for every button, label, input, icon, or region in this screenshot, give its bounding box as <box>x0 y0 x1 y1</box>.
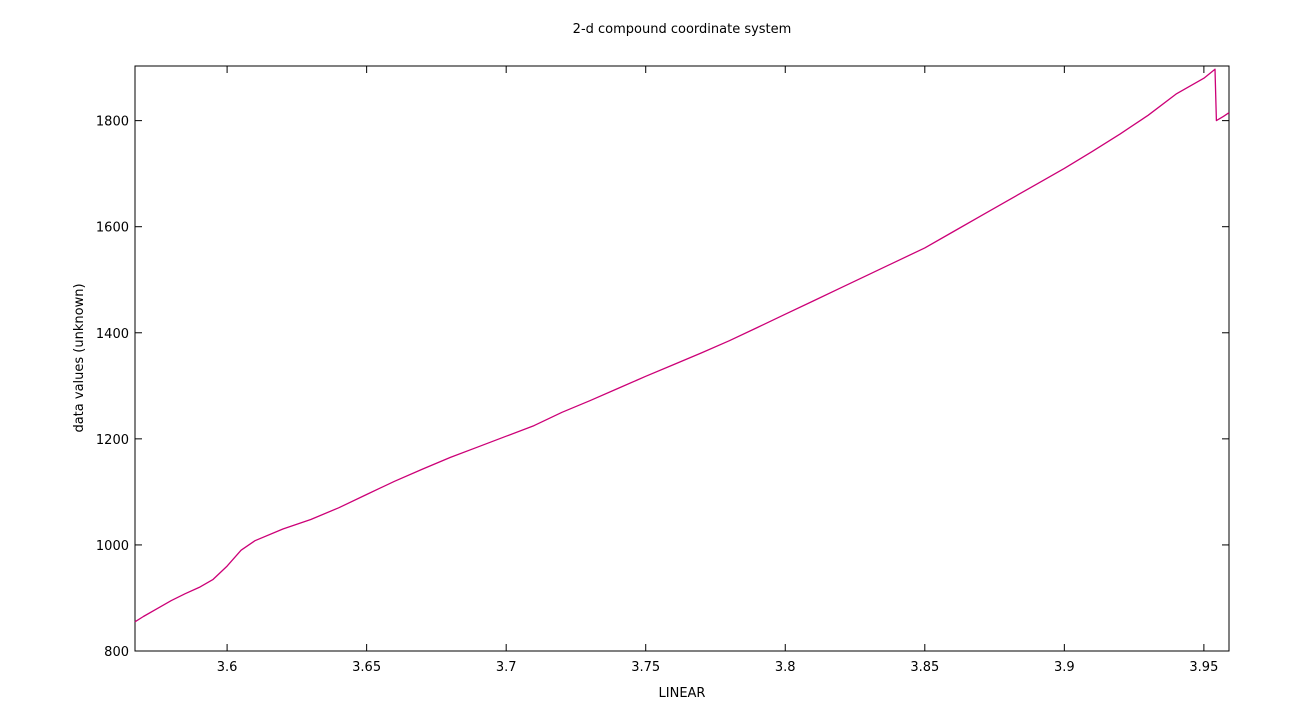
x-axis: 3.6 3.65 3.7 3.75 3.8 3.85 3.9 3.95 <box>217 66 1218 675</box>
x-tick-label: 3.8 <box>775 660 796 675</box>
series-line <box>134 68 1230 623</box>
x-tick-label: 3.6 <box>217 660 238 675</box>
x-tick-label: 3.95 <box>1189 660 1218 675</box>
plot-frame <box>134 65 1230 652</box>
y-axis: 800 1000 1200 1400 1600 1800 <box>96 115 1229 660</box>
x-axis-label: LINEAR <box>659 686 706 701</box>
y-tick-label: 1200 <box>96 433 129 448</box>
chart-title: 2-d compound coordinate system <box>573 22 792 37</box>
series-group <box>134 68 1230 623</box>
x-tick-label: 3.9 <box>1054 660 1075 675</box>
x-tick-label: 3.85 <box>910 660 939 675</box>
y-tick-label: 1000 <box>96 539 129 554</box>
x-tick-label: 3.65 <box>352 660 381 675</box>
y-tick-label: 1800 <box>96 115 129 130</box>
y-tick-label: 1600 <box>96 221 129 236</box>
x-tick-label: 3.75 <box>631 660 660 675</box>
y-tick-label: 800 <box>104 645 129 660</box>
x-tick-label: 3.7 <box>496 660 517 675</box>
y-axis-label: data values (unknown) <box>72 283 87 432</box>
y-tick-label: 1400 <box>96 327 129 342</box>
